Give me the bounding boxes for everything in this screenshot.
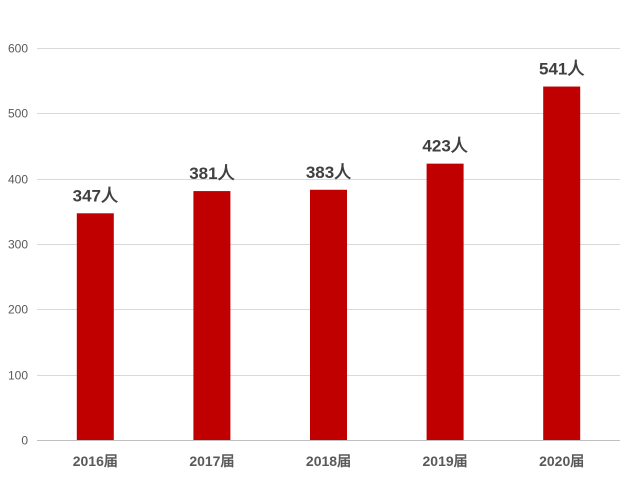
y-tick-label: 400 <box>8 173 28 187</box>
y-tick-label: 0 <box>21 434 28 448</box>
bar <box>76 213 114 440</box>
bar <box>310 189 347 440</box>
data-label: 541人 <box>539 60 585 79</box>
x-tick-label: 2020届 <box>539 453 584 469</box>
bar <box>543 86 581 441</box>
y-tick-label: 100 <box>8 369 28 383</box>
x-axis-ticks: 2016届 2017届 2018届 2019届 2020届 <box>73 453 585 469</box>
bars <box>76 86 581 441</box>
bar <box>426 163 464 440</box>
data-label: 383人 <box>306 163 352 182</box>
y-tick-label: 500 <box>8 107 28 121</box>
y-tick-label: 200 <box>8 303 28 317</box>
x-tick-label: 2018届 <box>306 453 351 469</box>
y-tick-label: 600 <box>8 42 28 56</box>
bar <box>193 191 231 440</box>
x-tick-label: 2017届 <box>189 453 234 469</box>
y-axis-ticks: 0 100 200 300 400 500 600 <box>8 42 28 448</box>
y-tick-label: 300 <box>8 238 28 252</box>
data-labels: 347人 381人 383人 423人 541人 <box>73 60 586 206</box>
data-label: 423人 <box>422 137 468 156</box>
data-label: 381人 <box>189 164 235 183</box>
data-label: 347人 <box>73 186 119 205</box>
x-tick-label: 2019届 <box>423 453 468 469</box>
x-tick-label: 2016届 <box>73 453 118 469</box>
